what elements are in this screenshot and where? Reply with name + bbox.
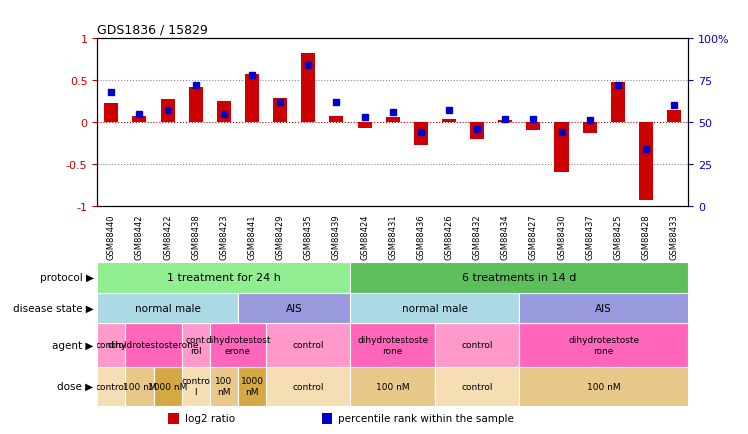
Text: percentile rank within the sample: percentile rank within the sample [338, 413, 514, 423]
Text: AIS: AIS [286, 303, 303, 313]
Bar [667, 111, 681, 122]
Bar [266, 367, 351, 406]
Text: cont
rol: cont rol [186, 335, 206, 355]
Bar [182, 367, 209, 406]
Bar [554, 122, 568, 173]
Text: 100
nM: 100 nM [215, 377, 233, 396]
Bar [358, 122, 372, 128]
Text: contro
l: contro l [181, 377, 210, 396]
Bar [238, 367, 266, 406]
Bar [188, 88, 203, 122]
Text: dihydrotestoste
rone: dihydrotestoste rone [357, 335, 429, 355]
Bar [182, 323, 209, 367]
Bar [351, 293, 519, 323]
Text: AIS: AIS [595, 303, 612, 313]
Bar [435, 323, 519, 367]
Bar [168, 413, 179, 424]
Text: control: control [462, 341, 493, 349]
Bar [301, 54, 316, 122]
Bar [351, 323, 435, 367]
Text: 1000
nM: 1000 nM [241, 377, 263, 396]
Bar [126, 367, 153, 406]
Bar [132, 117, 147, 122]
Bar [519, 367, 688, 406]
Text: control: control [462, 382, 493, 391]
Bar [273, 99, 287, 122]
Bar [351, 263, 688, 293]
Bar [97, 293, 238, 323]
Text: GDS1836 / 15829: GDS1836 / 15829 [97, 24, 208, 37]
Bar [153, 367, 182, 406]
Text: dihydrotestosterone: dihydrotestosterone [108, 341, 199, 349]
Bar [611, 82, 625, 122]
Bar [245, 75, 259, 122]
Text: 1000 nM: 1000 nM [148, 382, 187, 391]
Bar [435, 367, 519, 406]
Text: dihydrotestost
erone: dihydrotestost erone [205, 335, 271, 355]
Bar [161, 100, 174, 122]
Bar [519, 323, 688, 367]
Bar [519, 293, 688, 323]
Bar [209, 367, 238, 406]
Bar [527, 122, 540, 131]
Text: normal male: normal male [135, 303, 200, 313]
Bar [351, 367, 435, 406]
Text: disease state ▶: disease state ▶ [13, 303, 94, 313]
Text: control: control [96, 341, 127, 349]
Text: 100 nM: 100 nM [376, 382, 409, 391]
Bar [414, 122, 428, 146]
Bar [639, 122, 653, 201]
Bar [126, 323, 182, 367]
Bar [322, 413, 332, 424]
Text: 100 nM: 100 nM [123, 382, 156, 391]
Bar [97, 323, 126, 367]
Bar [266, 323, 351, 367]
Bar [442, 119, 456, 122]
Text: control: control [292, 382, 324, 391]
Bar [209, 323, 266, 367]
Bar [329, 117, 343, 122]
Text: 100 nM: 100 nM [587, 382, 621, 391]
Bar [498, 121, 512, 122]
Bar [97, 367, 126, 406]
Bar [470, 122, 484, 139]
Text: agent ▶: agent ▶ [52, 340, 94, 350]
Bar [238, 293, 351, 323]
Text: 6 treatments in 14 d: 6 treatments in 14 d [462, 273, 577, 283]
Bar [386, 118, 399, 122]
Text: dose ▶: dose ▶ [58, 381, 94, 391]
Text: 1 treatment for 24 h: 1 treatment for 24 h [167, 273, 280, 283]
Text: log2 ratio: log2 ratio [185, 413, 235, 423]
Bar [104, 104, 118, 122]
Bar [97, 263, 351, 293]
Text: dihydrotestoste
rone: dihydrotestoste rone [568, 335, 640, 355]
Text: protocol ▶: protocol ▶ [40, 273, 94, 283]
Text: normal male: normal male [402, 303, 468, 313]
Text: control: control [96, 382, 127, 391]
Text: control: control [292, 341, 324, 349]
Bar [217, 102, 231, 122]
Bar [583, 122, 597, 134]
